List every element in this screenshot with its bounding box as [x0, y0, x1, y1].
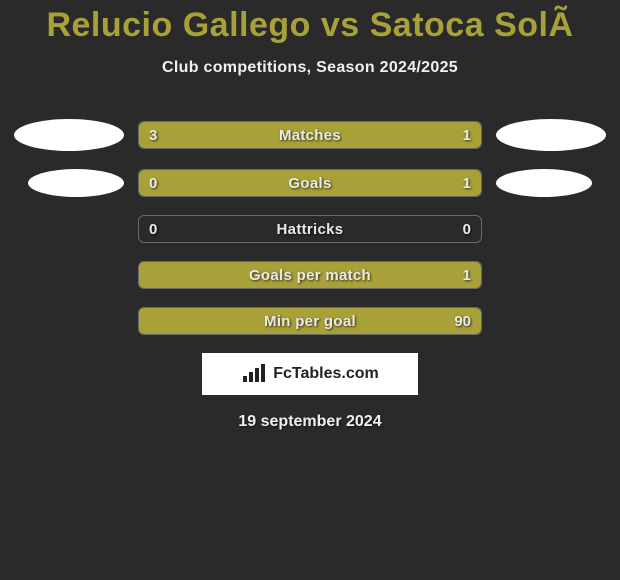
- stat-row: Min per goal 90: [0, 307, 620, 335]
- stat-row: 0 Hattricks 0: [0, 215, 620, 243]
- brand-text: FcTables.com: [273, 365, 379, 383]
- stat-label: Matches: [139, 122, 481, 148]
- stat-bar-goals-per-match: Goals per match 1: [138, 261, 482, 289]
- stat-bar-hattricks: 0 Hattricks 0: [138, 215, 482, 243]
- page-title: Relucio Gallego vs Satoca SolÃ: [0, 6, 620, 45]
- stat-bar-min-per-goal: Min per goal 90: [138, 307, 482, 335]
- stat-label: Hattricks: [139, 216, 481, 242]
- player-right-marker: [496, 169, 592, 197]
- stat-value-right: 0: [463, 216, 471, 242]
- player-left-marker: [28, 169, 124, 197]
- stat-value-right: 1: [463, 122, 471, 148]
- date-text: 19 september 2024: [0, 413, 620, 431]
- stat-value-right: 1: [463, 262, 471, 288]
- stat-label: Min per goal: [139, 308, 481, 334]
- player-right-marker: [496, 119, 606, 151]
- stat-value-right: 90: [454, 308, 471, 334]
- stat-value-right: 1: [463, 170, 471, 196]
- stat-bar-goals: 0 Goals 1: [138, 169, 482, 197]
- stat-row: 3 Matches 1: [0, 119, 620, 151]
- stat-label: Goals: [139, 170, 481, 196]
- stat-label: Goals per match: [139, 262, 481, 288]
- stat-row: Goals per match 1: [0, 261, 620, 289]
- comparison-chart: Relucio Gallego vs Satoca SolÃ Club comp…: [0, 0, 620, 431]
- brand-badge[interactable]: FcTables.com: [202, 353, 418, 395]
- bar-chart-icon: [241, 364, 267, 384]
- stat-row: 0 Goals 1: [0, 169, 620, 197]
- player-left-marker: [14, 119, 124, 151]
- stat-rows: 3 Matches 1 0 Goals 1 0: [0, 119, 620, 335]
- subtitle: Club competitions, Season 2024/2025: [0, 59, 620, 77]
- stat-bar-matches: 3 Matches 1: [138, 121, 482, 149]
